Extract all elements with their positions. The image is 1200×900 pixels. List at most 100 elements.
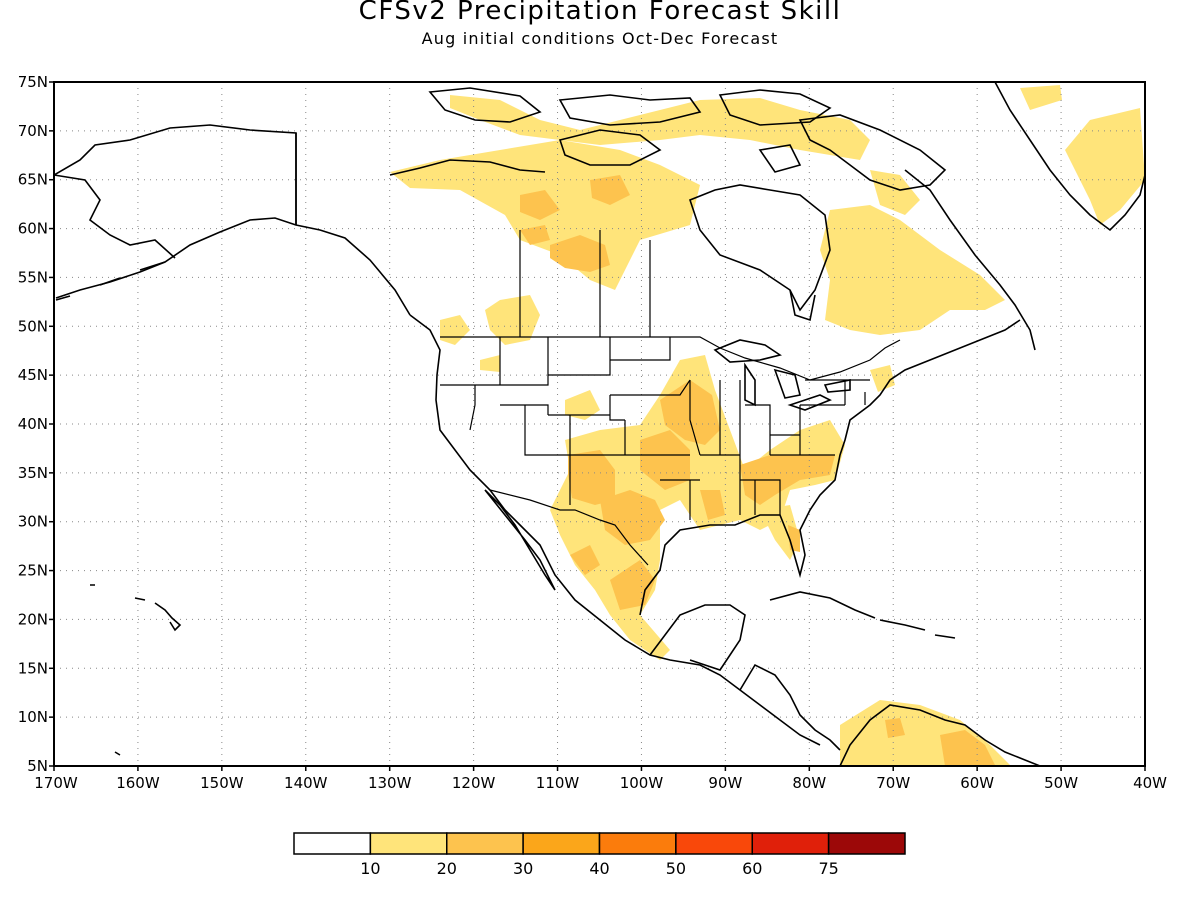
lon-label: 60W xyxy=(960,774,994,792)
lat-label: 50N xyxy=(18,317,48,335)
skill-region-montana xyxy=(480,355,500,372)
lat-label: 35N xyxy=(18,464,48,482)
hudson-bay xyxy=(689,184,831,312)
hispaniola xyxy=(879,619,926,631)
arctic-island-2 xyxy=(558,94,702,126)
skill-region-colorado xyxy=(565,390,600,420)
skill-region-ontario xyxy=(590,175,630,205)
skill-region-southeast xyxy=(740,455,835,505)
colorbar-swatch xyxy=(522,832,601,855)
lon-label: 160W xyxy=(116,774,160,792)
colorbar-label: 10 xyxy=(360,859,380,878)
colorbar-swatch xyxy=(598,832,677,855)
colorbar-label: 75 xyxy=(818,859,838,878)
colorbar-swatch xyxy=(446,832,524,855)
lon-label: 80W xyxy=(792,774,826,792)
southampton-island xyxy=(758,144,802,173)
map-title: CFSv2 Precipitation Forecast Skill xyxy=(358,0,842,26)
lon-label: 140W xyxy=(284,774,328,792)
map-grid xyxy=(54,82,1145,766)
alaska-coast xyxy=(54,124,411,316)
lat-label: 30N xyxy=(18,513,48,531)
state-lines xyxy=(440,337,870,520)
colorbar-swatch xyxy=(293,832,372,855)
skill-region-texas xyxy=(600,490,665,545)
greenland xyxy=(994,82,1145,232)
labrador-coast xyxy=(904,169,1036,351)
skill-region-oklahoma xyxy=(640,430,690,490)
coastlines xyxy=(54,82,1145,766)
cuba xyxy=(769,591,876,619)
colorbar-label: 60 xyxy=(742,859,762,878)
south-america-north xyxy=(839,704,1041,766)
lat-label: 10N xyxy=(18,708,48,726)
colorbar-swatch xyxy=(827,832,906,855)
lat-label: 75N xyxy=(18,73,48,91)
canada-provinces xyxy=(519,230,651,337)
central-america xyxy=(739,663,841,751)
colorbar-labels: 10 20 30 40 50 60 75 xyxy=(360,859,839,878)
mackenzie-coast xyxy=(389,159,546,176)
victoria-island xyxy=(558,129,662,166)
lake-huron xyxy=(773,368,801,399)
skill-shading xyxy=(390,85,1145,766)
lake-superior xyxy=(713,339,782,363)
us-canada-border xyxy=(440,336,901,381)
lon-label: 100W xyxy=(620,774,664,792)
skill-region-venezuela xyxy=(940,730,995,766)
lon-label: 150W xyxy=(200,774,244,792)
arctic-island-3 xyxy=(718,89,832,126)
latitude-labels: 75N 70N 65N 60N 55N 50N 45N 40N 35N 30N 25N 20N 15N 1… xyxy=(18,73,48,775)
colorbar xyxy=(293,832,906,855)
colorbar-swatch xyxy=(369,832,448,855)
skill-region-alberta xyxy=(520,225,550,245)
lat-label: 5N xyxy=(27,757,48,775)
lat-label: 45N xyxy=(18,366,48,384)
skill-region-saskatchewan xyxy=(550,235,610,272)
skill-region-greenland-n xyxy=(1020,85,1062,110)
skill-region-mexico-w xyxy=(570,545,600,575)
alaska-west xyxy=(54,174,176,259)
baffin-island xyxy=(798,114,947,191)
lon-label: 170W xyxy=(34,774,78,792)
skill-region-bc xyxy=(485,295,540,345)
axis-ticks xyxy=(49,81,1146,771)
islands-pacific xyxy=(90,584,121,756)
colorbar-label: 40 xyxy=(589,859,609,878)
lake-erie xyxy=(787,394,832,411)
baja xyxy=(484,489,556,591)
skill-region-hudson-east xyxy=(870,170,920,215)
map-subtitle: Aug initial conditions Oct-Dec Forecast xyxy=(421,29,779,48)
lat-label: 40N xyxy=(18,415,48,433)
longitude-labels: 170W 160W 150W 140W 130W 120W 110W 100W 90W 80W 70… xyxy=(34,774,1167,792)
colorbar-swatch xyxy=(675,832,753,855)
skill-region-greenland xyxy=(1065,108,1145,225)
lat-label: 20N xyxy=(18,610,48,628)
skill-region-canada-arctic xyxy=(450,95,870,160)
lake-ontario xyxy=(823,379,851,393)
colorbar-label: 20 xyxy=(437,859,457,878)
lat-label: 25N xyxy=(18,562,48,580)
arctic-island-1 xyxy=(428,87,542,123)
colorbar-swatch xyxy=(751,832,830,855)
skill-region-new-england xyxy=(870,365,895,392)
lon-label: 40W xyxy=(1133,774,1167,792)
skill-region-quebec xyxy=(820,205,1005,335)
lon-label: 110W xyxy=(536,774,580,792)
skill-region-wa xyxy=(440,315,470,345)
skill-region-manitoba xyxy=(520,190,560,220)
lon-label: 70W xyxy=(876,774,910,792)
hawaii xyxy=(134,597,182,632)
puerto-rico xyxy=(934,634,956,639)
lake-michigan xyxy=(744,362,756,407)
us-mexico-border xyxy=(489,489,649,566)
colorbar-label: 50 xyxy=(666,859,686,878)
skill-region-mississippi xyxy=(700,490,725,520)
lat-label: 55N xyxy=(18,268,48,286)
lon-label: 50W xyxy=(1044,774,1078,792)
skill-region-southwest xyxy=(568,450,615,505)
yucatan xyxy=(649,604,746,671)
skill-region-colombia xyxy=(885,718,905,738)
political-borders xyxy=(440,230,901,566)
